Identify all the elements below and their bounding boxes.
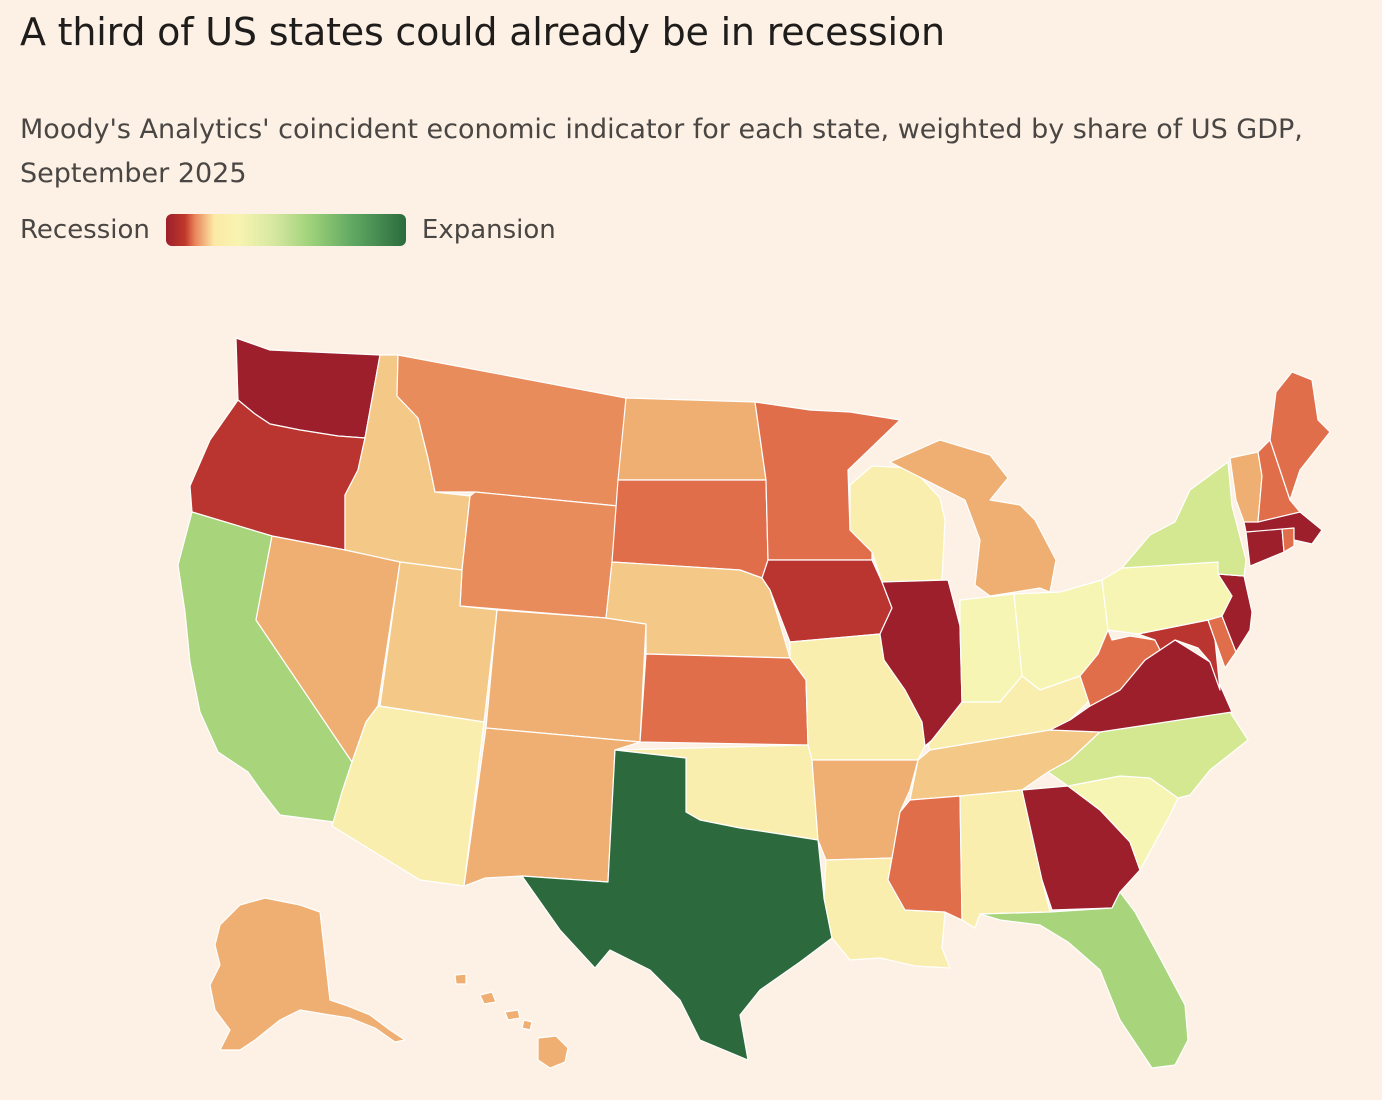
legend-low-label: Recession <box>20 215 150 245</box>
state-il <box>879 579 963 747</box>
state-ct <box>1245 527 1285 567</box>
state-hi <box>454 973 569 1069</box>
state-ks <box>639 653 809 746</box>
state-mi <box>889 439 1057 597</box>
state-me <box>1269 371 1331 501</box>
chart-subtitle: Moody's Analytics' coincident economic i… <box>20 114 1303 189</box>
state-wy <box>459 491 619 619</box>
state-fl <box>979 891 1189 1069</box>
state-co <box>485 609 647 743</box>
legend-gradient-bar <box>165 214 406 246</box>
state-ny <box>1121 461 1247 577</box>
chart-title: A third of US states could already be in… <box>20 10 945 54</box>
state-wi <box>849 465 946 583</box>
state-ri <box>1281 527 1295 553</box>
state-nj <box>1217 573 1253 653</box>
state-nd <box>617 397 767 481</box>
state-in <box>959 593 1023 703</box>
state-vt <box>1229 451 1263 523</box>
state-tx <box>521 749 833 1061</box>
color-legend: Recession Expansion <box>20 210 556 250</box>
state-az <box>331 705 485 887</box>
legend-high-label: Expansion <box>421 215 556 245</box>
state-nc <box>1047 711 1249 799</box>
state-ak <box>209 897 406 1051</box>
